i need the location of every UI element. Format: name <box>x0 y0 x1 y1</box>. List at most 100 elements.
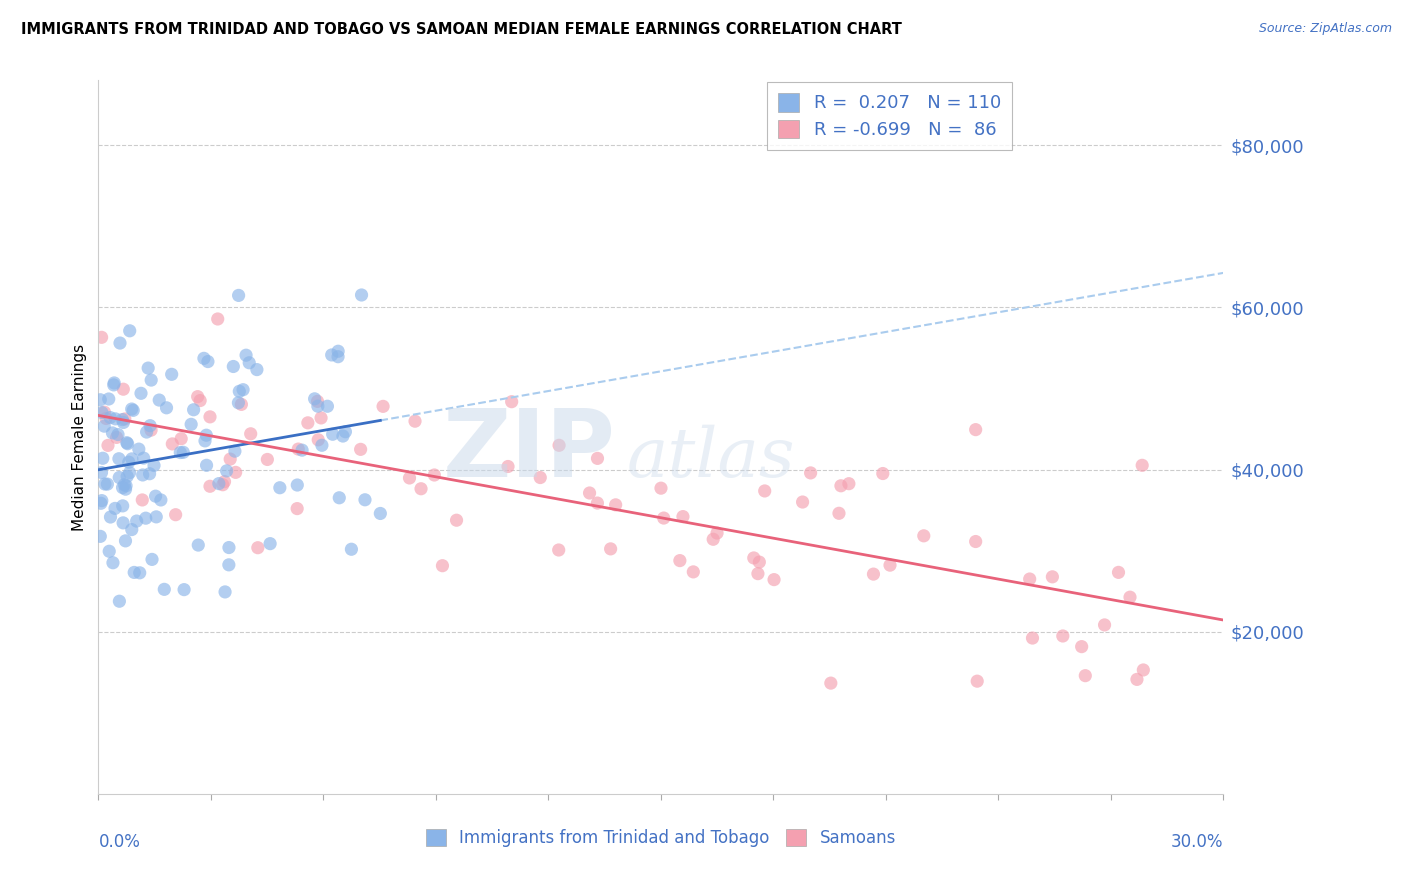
Point <box>328 491 350 505</box>
Point <box>98 544 121 558</box>
Point <box>111 412 134 426</box>
Point <box>404 414 426 428</box>
Point <box>1130 458 1153 473</box>
Point <box>108 470 131 484</box>
Point <box>1108 566 1130 580</box>
Point <box>872 467 894 481</box>
Point <box>197 354 219 368</box>
Point <box>605 498 627 512</box>
Point <box>326 350 349 364</box>
Point <box>145 489 167 503</box>
Point <box>409 482 432 496</box>
Point <box>965 423 987 437</box>
Text: atlas: atlas <box>627 425 796 491</box>
Point <box>307 399 329 413</box>
Point <box>297 416 319 430</box>
Point <box>112 477 135 491</box>
Point <box>114 533 136 548</box>
Point <box>90 330 112 344</box>
Point <box>114 412 136 426</box>
Point <box>269 481 291 495</box>
Point <box>763 573 786 587</box>
Point <box>101 425 124 440</box>
Point <box>105 430 128 444</box>
Point <box>828 506 851 520</box>
Point <box>830 479 852 493</box>
Point <box>187 390 209 404</box>
Point <box>599 541 621 556</box>
Point <box>173 582 195 597</box>
Point <box>398 471 420 485</box>
Point <box>228 384 250 399</box>
Point <box>132 467 155 482</box>
Point <box>287 442 309 456</box>
Point <box>172 445 194 459</box>
Point <box>291 443 314 458</box>
Point <box>316 399 339 413</box>
Point <box>136 361 159 376</box>
Point <box>754 483 776 498</box>
Point <box>682 565 704 579</box>
Point <box>246 541 269 555</box>
Point <box>187 538 209 552</box>
Point <box>169 445 191 459</box>
Point <box>111 481 134 495</box>
Point <box>747 566 769 581</box>
Point <box>103 377 125 392</box>
Point <box>547 543 569 558</box>
Point <box>370 507 392 521</box>
Point <box>118 466 141 480</box>
Point <box>706 526 728 541</box>
Point <box>965 534 987 549</box>
Text: ZIP: ZIP <box>443 405 616 498</box>
Point <box>117 436 139 450</box>
Point <box>129 386 152 401</box>
Point <box>349 442 371 457</box>
Point <box>115 435 138 450</box>
Point <box>669 553 692 567</box>
Point <box>121 451 143 466</box>
Point <box>215 464 238 478</box>
Point <box>222 359 245 374</box>
Point <box>211 477 233 491</box>
Point <box>1040 570 1063 584</box>
Point <box>97 438 120 452</box>
Point <box>218 541 240 555</box>
Point <box>118 455 141 469</box>
Point <box>423 468 446 483</box>
Point <box>139 423 162 437</box>
Point <box>122 403 145 417</box>
Point <box>966 674 988 689</box>
Point <box>1119 590 1142 604</box>
Point <box>112 416 135 430</box>
Point <box>131 492 153 507</box>
Point <box>285 501 308 516</box>
Point <box>879 558 901 573</box>
Point <box>180 417 202 432</box>
Point <box>218 558 240 572</box>
Point <box>529 470 551 484</box>
Point <box>238 356 260 370</box>
Point <box>115 469 138 483</box>
Point <box>195 458 218 473</box>
Point <box>155 401 177 415</box>
Point <box>97 392 120 406</box>
Point <box>672 509 695 524</box>
Point <box>114 482 136 496</box>
Point <box>792 495 814 509</box>
Point <box>432 558 454 573</box>
Point <box>232 383 254 397</box>
Point <box>149 492 172 507</box>
Text: 0.0%: 0.0% <box>98 833 141 851</box>
Point <box>128 442 150 457</box>
Point <box>108 451 131 466</box>
Point <box>371 400 394 414</box>
Point <box>198 409 221 424</box>
Point <box>228 396 250 410</box>
Point <box>170 432 193 446</box>
Point <box>207 312 229 326</box>
Point <box>148 393 170 408</box>
Point <box>862 567 884 582</box>
Point <box>350 288 373 302</box>
Point <box>214 585 236 599</box>
